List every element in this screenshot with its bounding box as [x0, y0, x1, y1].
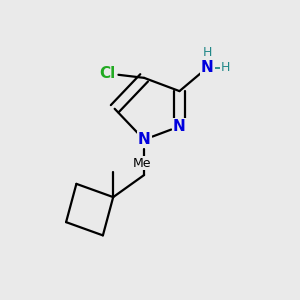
Text: N: N — [173, 119, 186, 134]
Text: H: H — [220, 61, 230, 74]
Text: Me: Me — [132, 157, 151, 170]
Text: N: N — [201, 60, 214, 75]
Text: Cl: Cl — [99, 66, 116, 81]
Text: H: H — [203, 46, 212, 59]
Text: N: N — [138, 132, 151, 147]
